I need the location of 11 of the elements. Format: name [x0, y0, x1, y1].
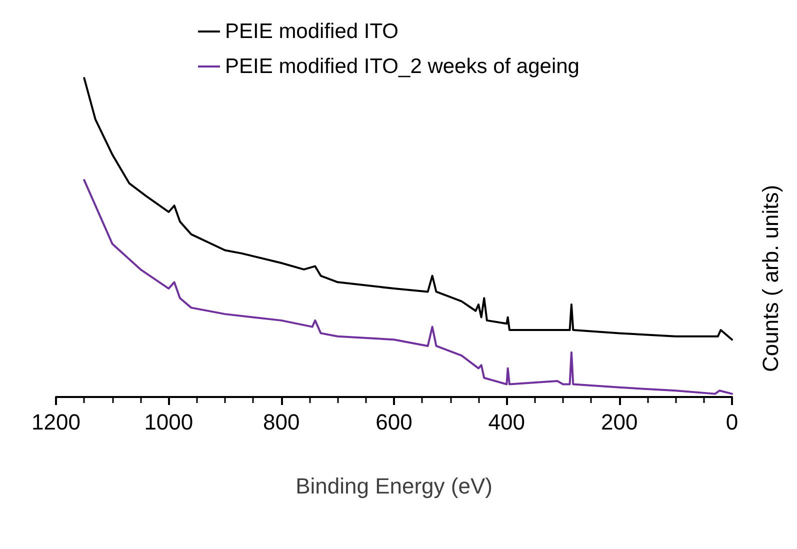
y-axis-title: Counts ( arb. units): [758, 183, 784, 374]
x-tick-label: 0: [726, 410, 738, 434]
x-tick-label: 800: [262, 410, 300, 434]
x-tick-label: 1200: [32, 410, 80, 434]
legend-label: PEIE modified ITO: [225, 20, 399, 43]
x-tick-label: 1000: [144, 410, 194, 434]
x-tick-label: 200: [600, 410, 638, 434]
x-axis-title: Binding Energy (eV): [296, 474, 492, 498]
x-tick-label: 400: [488, 410, 526, 434]
x-tick-label: 600: [376, 410, 412, 434]
legend-label: PEIE modified ITO_2 weeks of ageing: [225, 55, 580, 78]
